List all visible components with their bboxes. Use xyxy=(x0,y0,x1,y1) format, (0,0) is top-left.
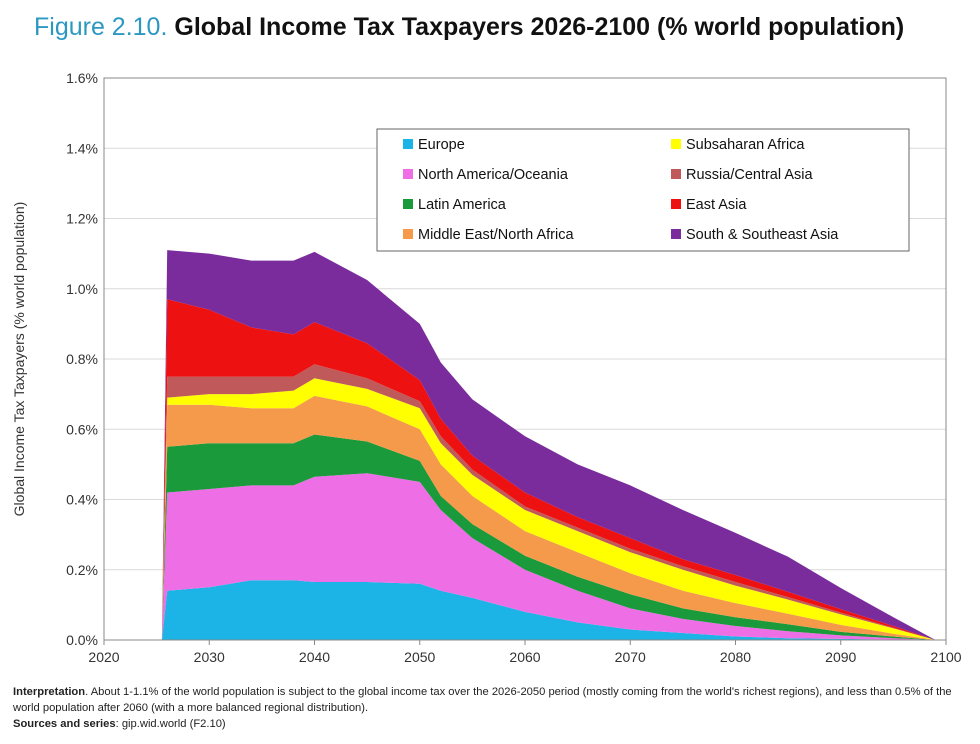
x-tick-label: 2040 xyxy=(299,649,330,665)
x-tick-label: 2030 xyxy=(194,649,225,665)
interpretation-paragraph: Interpretation. About 1-1.1% of the worl… xyxy=(13,684,973,716)
legend-label-middle-east-north-africa: Middle East/North Africa xyxy=(418,227,574,243)
area-east-asia xyxy=(161,299,936,640)
legend-swatch-north-america-oceania xyxy=(403,169,413,179)
x-tick-label: 2100 xyxy=(930,649,961,665)
y-tick-label: 0.0% xyxy=(66,632,98,648)
legend-swatch-subsaharan-africa xyxy=(671,139,681,149)
y-tick-label: 1.2% xyxy=(66,211,98,227)
y-tick-label: 0.6% xyxy=(66,421,98,437)
x-tick-label: 2070 xyxy=(615,649,646,665)
sources-label: Sources and series xyxy=(13,718,116,730)
y-tick-label: 0.2% xyxy=(66,562,98,578)
legend-label-latin-america: Latin America xyxy=(418,197,507,213)
legend-label-east-asia: East Asia xyxy=(686,197,747,213)
legend-swatch-east-asia xyxy=(671,199,681,209)
y-tick-label: 1.4% xyxy=(66,140,98,156)
x-tick-label: 2020 xyxy=(88,649,119,665)
area-north-america-oceania xyxy=(161,473,936,640)
area-latin-america xyxy=(161,434,936,640)
sources-line: Sources and series: gip.wid.world (F2.10… xyxy=(13,716,973,732)
legend-label-north-america-oceania: North America/Oceania xyxy=(418,167,569,183)
legend-swatch-russia-central-asia xyxy=(671,169,681,179)
y-tick-label: 0.8% xyxy=(66,351,98,367)
x-tick-label: 2050 xyxy=(404,649,435,665)
legend-swatch-europe xyxy=(403,139,413,149)
legend-swatch-middle-east-north-africa xyxy=(403,229,413,239)
legend-label-south-southeast-asia: South & Southeast Asia xyxy=(686,227,839,243)
interpretation-label: Interpretation xyxy=(13,686,86,698)
figure-label: Figure 2.10. xyxy=(34,13,168,41)
legend-label-subsaharan-africa: Subsaharan Africa xyxy=(686,137,805,153)
legend-swatch-latin-america xyxy=(403,199,413,209)
area-series xyxy=(161,250,936,640)
legend-label-russia-central-asia: Russia/Central Asia xyxy=(686,167,813,183)
y-tick-label: 1.6% xyxy=(66,70,98,86)
area-middle-east-north-africa xyxy=(161,395,936,640)
y-axis-label: Global Income Tax Taxpayers (% world pop… xyxy=(11,202,27,517)
chart-title: Figure 2.10. Global Income Tax Taxpayers… xyxy=(34,13,904,42)
interpretation-text: . About 1-1.1% of the world population i… xyxy=(13,686,952,714)
area-russia-central-asia xyxy=(161,364,936,640)
sources-text: : gip.wid.world (F2.10) xyxy=(115,718,226,730)
figure-title: Global Income Tax Taxpayers 2026-2100 (%… xyxy=(174,13,905,41)
x-tick-label: 2060 xyxy=(509,649,540,665)
y-tick-label: 1.0% xyxy=(66,281,98,297)
x-tick-label: 2080 xyxy=(720,649,751,665)
legend-swatch-south-southeast-asia xyxy=(671,229,681,239)
interpretation-note: Interpretation. About 1-1.1% of the worl… xyxy=(13,684,973,732)
area-europe xyxy=(161,580,936,640)
legend: Europe North America/Oceania Latin America… xyxy=(376,128,910,252)
legend-box xyxy=(376,128,910,252)
y-axis: 0.0% 0.2% 0.4% 0.6% 0.8% 1.0% 1.2% 1.4% 1.6% xyxy=(66,70,98,648)
x-tick-label: 2090 xyxy=(825,649,856,665)
x-axis: 2020 2030 2040 2050 2060 2070 2080 2090 2100 xyxy=(88,640,962,665)
y-tick-label: 0.4% xyxy=(66,492,98,508)
legend-label-europe: Europe xyxy=(418,137,465,153)
area-south-southeast-asia xyxy=(161,250,936,640)
area-subsaharan-africa xyxy=(161,378,936,640)
